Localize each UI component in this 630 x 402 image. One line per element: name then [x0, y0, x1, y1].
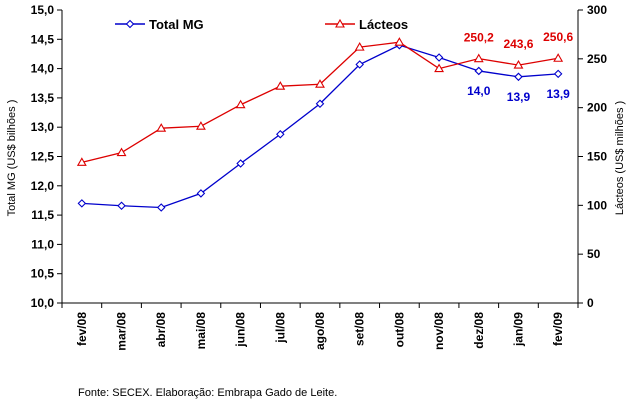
data-point	[315, 99, 325, 109]
data-point	[474, 66, 484, 76]
left-tick-label: 10,5	[31, 267, 55, 281]
data-point	[196, 189, 206, 198]
data-point	[434, 53, 444, 62]
data-point	[116, 147, 127, 157]
x-tick-label: jul/08	[273, 312, 287, 344]
right-tick-label: 200	[587, 101, 607, 115]
left-tick-label: 15,0	[31, 3, 55, 17]
legend-label: Total MG	[149, 17, 204, 32]
left-tick-label: 13,0	[31, 120, 55, 134]
data-point	[77, 199, 87, 208]
data-point	[156, 123, 167, 132]
right-y-axis: 0 50 100 150 200 250 300	[578, 3, 607, 310]
x-tick-label: jan/09	[511, 312, 525, 347]
x-axis: fev/08 mar/08 abr/08 mai/08 jun/08 jul/08 ago/…	[61, 303, 579, 351]
data-point	[553, 53, 564, 62]
data-label: 13,9	[507, 90, 531, 104]
data-point	[275, 81, 286, 90]
data-point	[394, 37, 405, 46]
data-point	[276, 129, 285, 139]
data-label: 14,0	[467, 84, 491, 98]
triangle-marker-icon	[335, 18, 345, 28]
left-tick-label: 14,5	[31, 32, 55, 46]
left-y-axis: 10,0 10,5 11,0 11,5 12,0 12,5 13,0 13,5 14,0 14,5…	[31, 3, 62, 310]
series-line	[81, 44, 559, 209]
diamond-marker-icon	[125, 19, 135, 29]
series-lacteos	[76, 37, 564, 166]
x-tick-label: fev/08	[75, 312, 89, 346]
x-tick-label: abr/08	[154, 312, 168, 348]
x-tick-label: mai/08	[194, 312, 208, 350]
x-tick-label: set/08	[353, 312, 367, 346]
right-axis-title: Lácteos (US$ milhões )	[614, 101, 626, 215]
data-point	[473, 53, 484, 63]
data-point	[235, 99, 246, 109]
data-labels: 250,2 243,6 250,6 14,0 13,9 13,9	[464, 30, 574, 104]
right-tick-label: 50	[587, 247, 601, 261]
data-point	[156, 203, 166, 212]
x-tick-label: jun/08	[234, 312, 248, 348]
data-point	[514, 72, 523, 82]
left-axis-title: Total MG (US$ bilhões )	[6, 100, 18, 217]
right-tick-label: 250	[587, 52, 607, 66]
data-label: 250,6	[543, 30, 573, 44]
data-label: 13,9	[546, 87, 570, 101]
left-tick-label: 13,5	[31, 91, 55, 105]
series-layer	[76, 37, 564, 212]
x-tick-label: out/08	[392, 312, 406, 348]
data-point	[76, 157, 87, 166]
right-tick-label: 0	[587, 296, 594, 310]
left-tick-label: 14,0	[31, 62, 55, 76]
right-tick-label: 150	[587, 150, 607, 164]
left-tick-label: 12,0	[31, 179, 55, 193]
data-point	[195, 121, 206, 130]
data-point	[236, 159, 245, 168]
series-total-mg	[77, 40, 563, 212]
x-tick-label: fev/09	[551, 312, 565, 346]
legend-label: Lácteos	[359, 17, 408, 32]
data-point	[553, 69, 563, 79]
data-label: 243,6	[503, 37, 533, 51]
data-point	[513, 59, 524, 69]
data-point	[354, 42, 365, 51]
plot-area	[61, 10, 579, 304]
left-tick-label: 11,0	[31, 237, 54, 251]
data-point	[355, 60, 364, 69]
left-tick-label: 11,5	[31, 208, 54, 222]
data-point	[117, 201, 126, 211]
legend: Total MG Lácteos	[115, 17, 408, 32]
left-tick-label: 10,0	[31, 296, 55, 310]
x-tick-label: mar/08	[115, 312, 129, 351]
source-note: Fonte: SECEX. Elaboração: Embrapa Gado d…	[78, 387, 337, 399]
x-tick-label: ago/08	[313, 312, 327, 350]
data-label: 250,2	[464, 31, 494, 45]
x-tick-label: nov/08	[432, 312, 446, 350]
right-tick-label: 300	[587, 3, 607, 17]
x-tick-label: dez/08	[472, 312, 486, 349]
left-tick-label: 12,5	[31, 150, 55, 164]
data-point	[315, 79, 325, 88]
right-tick-label: 100	[587, 198, 607, 212]
data-point	[434, 63, 445, 73]
